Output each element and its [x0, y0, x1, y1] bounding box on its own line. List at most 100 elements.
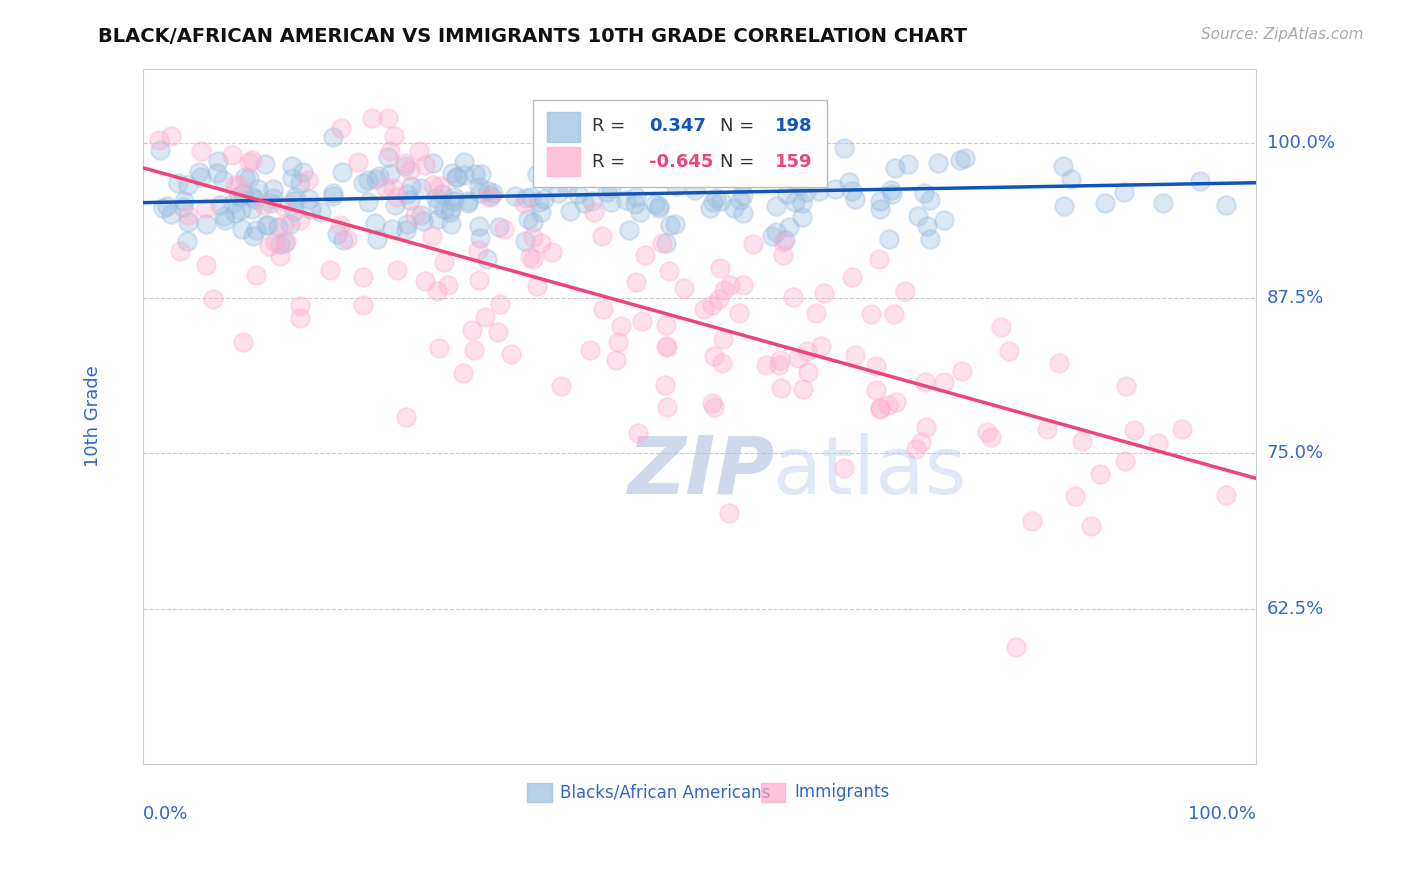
- Point: [177, 178, 200, 192]
- Point: [1052, 159, 1074, 173]
- Point: [478, 189, 501, 203]
- Point: [773, 233, 796, 247]
- Point: [395, 410, 418, 425]
- Point: [453, 168, 475, 182]
- Point: [713, 283, 735, 297]
- Point: [433, 202, 456, 216]
- Point: [832, 141, 855, 155]
- Point: [468, 231, 491, 245]
- Point: [357, 173, 380, 187]
- Point: [477, 184, 499, 198]
- Text: atlas: atlas: [772, 433, 966, 511]
- Point: [526, 167, 548, 181]
- Point: [1170, 421, 1192, 435]
- Point: [699, 201, 721, 215]
- Point: [865, 359, 887, 373]
- Point: [761, 229, 783, 244]
- Point: [169, 244, 191, 258]
- Point: [783, 194, 806, 209]
- Point: [655, 340, 678, 354]
- Point: [583, 205, 606, 219]
- Point: [778, 220, 800, 235]
- Point: [212, 209, 235, 223]
- Text: 0.347: 0.347: [650, 117, 706, 136]
- Point: [330, 165, 353, 179]
- Point: [336, 232, 359, 246]
- Point: [1123, 423, 1146, 437]
- Point: [664, 217, 686, 231]
- Point: [475, 252, 498, 266]
- Point: [409, 181, 432, 195]
- Point: [894, 284, 917, 298]
- Point: [733, 187, 755, 202]
- Point: [599, 180, 621, 194]
- Point: [1005, 640, 1028, 655]
- Point: [723, 201, 745, 215]
- Point: [298, 192, 321, 206]
- Point: [228, 178, 250, 193]
- Point: [290, 176, 312, 190]
- Point: [813, 286, 835, 301]
- Point: [1112, 185, 1135, 199]
- Point: [352, 269, 374, 284]
- Point: [752, 161, 775, 176]
- Point: [353, 177, 375, 191]
- Point: [444, 169, 467, 184]
- Point: [599, 194, 621, 209]
- Point: [188, 165, 211, 179]
- Point: [1064, 489, 1087, 503]
- Point: [232, 334, 254, 349]
- Point: [377, 111, 399, 125]
- Text: 10th Grade: 10th Grade: [84, 366, 103, 467]
- Point: [522, 229, 544, 244]
- Point: [869, 402, 891, 417]
- Point: [702, 195, 724, 210]
- Point: [176, 234, 198, 248]
- Text: 75.0%: 75.0%: [1267, 444, 1324, 462]
- Point: [557, 180, 579, 194]
- Point: [581, 194, 603, 208]
- Point: [596, 185, 619, 199]
- Point: [927, 156, 949, 170]
- Point: [273, 199, 295, 213]
- Point: [212, 173, 235, 187]
- Point: [252, 198, 274, 212]
- Point: [783, 173, 806, 187]
- Point: [883, 161, 905, 176]
- Point: [329, 218, 352, 232]
- Point: [347, 154, 370, 169]
- Point: [657, 400, 679, 414]
- Point: [794, 185, 817, 199]
- Point: [617, 223, 640, 237]
- Point: [231, 222, 253, 236]
- Point: [796, 365, 818, 379]
- Point: [224, 206, 246, 220]
- Point: [247, 182, 270, 196]
- Text: 159: 159: [775, 153, 813, 171]
- Point: [1094, 196, 1116, 211]
- Point: [912, 186, 935, 200]
- Point: [439, 217, 461, 231]
- Point: [869, 401, 891, 415]
- Point: [330, 121, 353, 136]
- Point: [201, 292, 224, 306]
- Point: [990, 320, 1012, 334]
- Point: [177, 215, 200, 229]
- Point: [439, 205, 461, 219]
- Point: [394, 159, 416, 173]
- Point: [728, 305, 751, 319]
- Point: [769, 381, 792, 395]
- Point: [877, 399, 900, 413]
- Point: [558, 203, 581, 218]
- Point: [224, 178, 246, 193]
- Point: [648, 199, 671, 213]
- Point: [1147, 436, 1170, 450]
- Point: [172, 200, 194, 214]
- Point: [269, 249, 291, 263]
- Point: [765, 225, 787, 239]
- Point: [1088, 467, 1111, 481]
- Text: 62.5%: 62.5%: [1267, 599, 1324, 617]
- Point: [412, 214, 434, 228]
- Point: [877, 232, 900, 246]
- Point: [297, 173, 319, 187]
